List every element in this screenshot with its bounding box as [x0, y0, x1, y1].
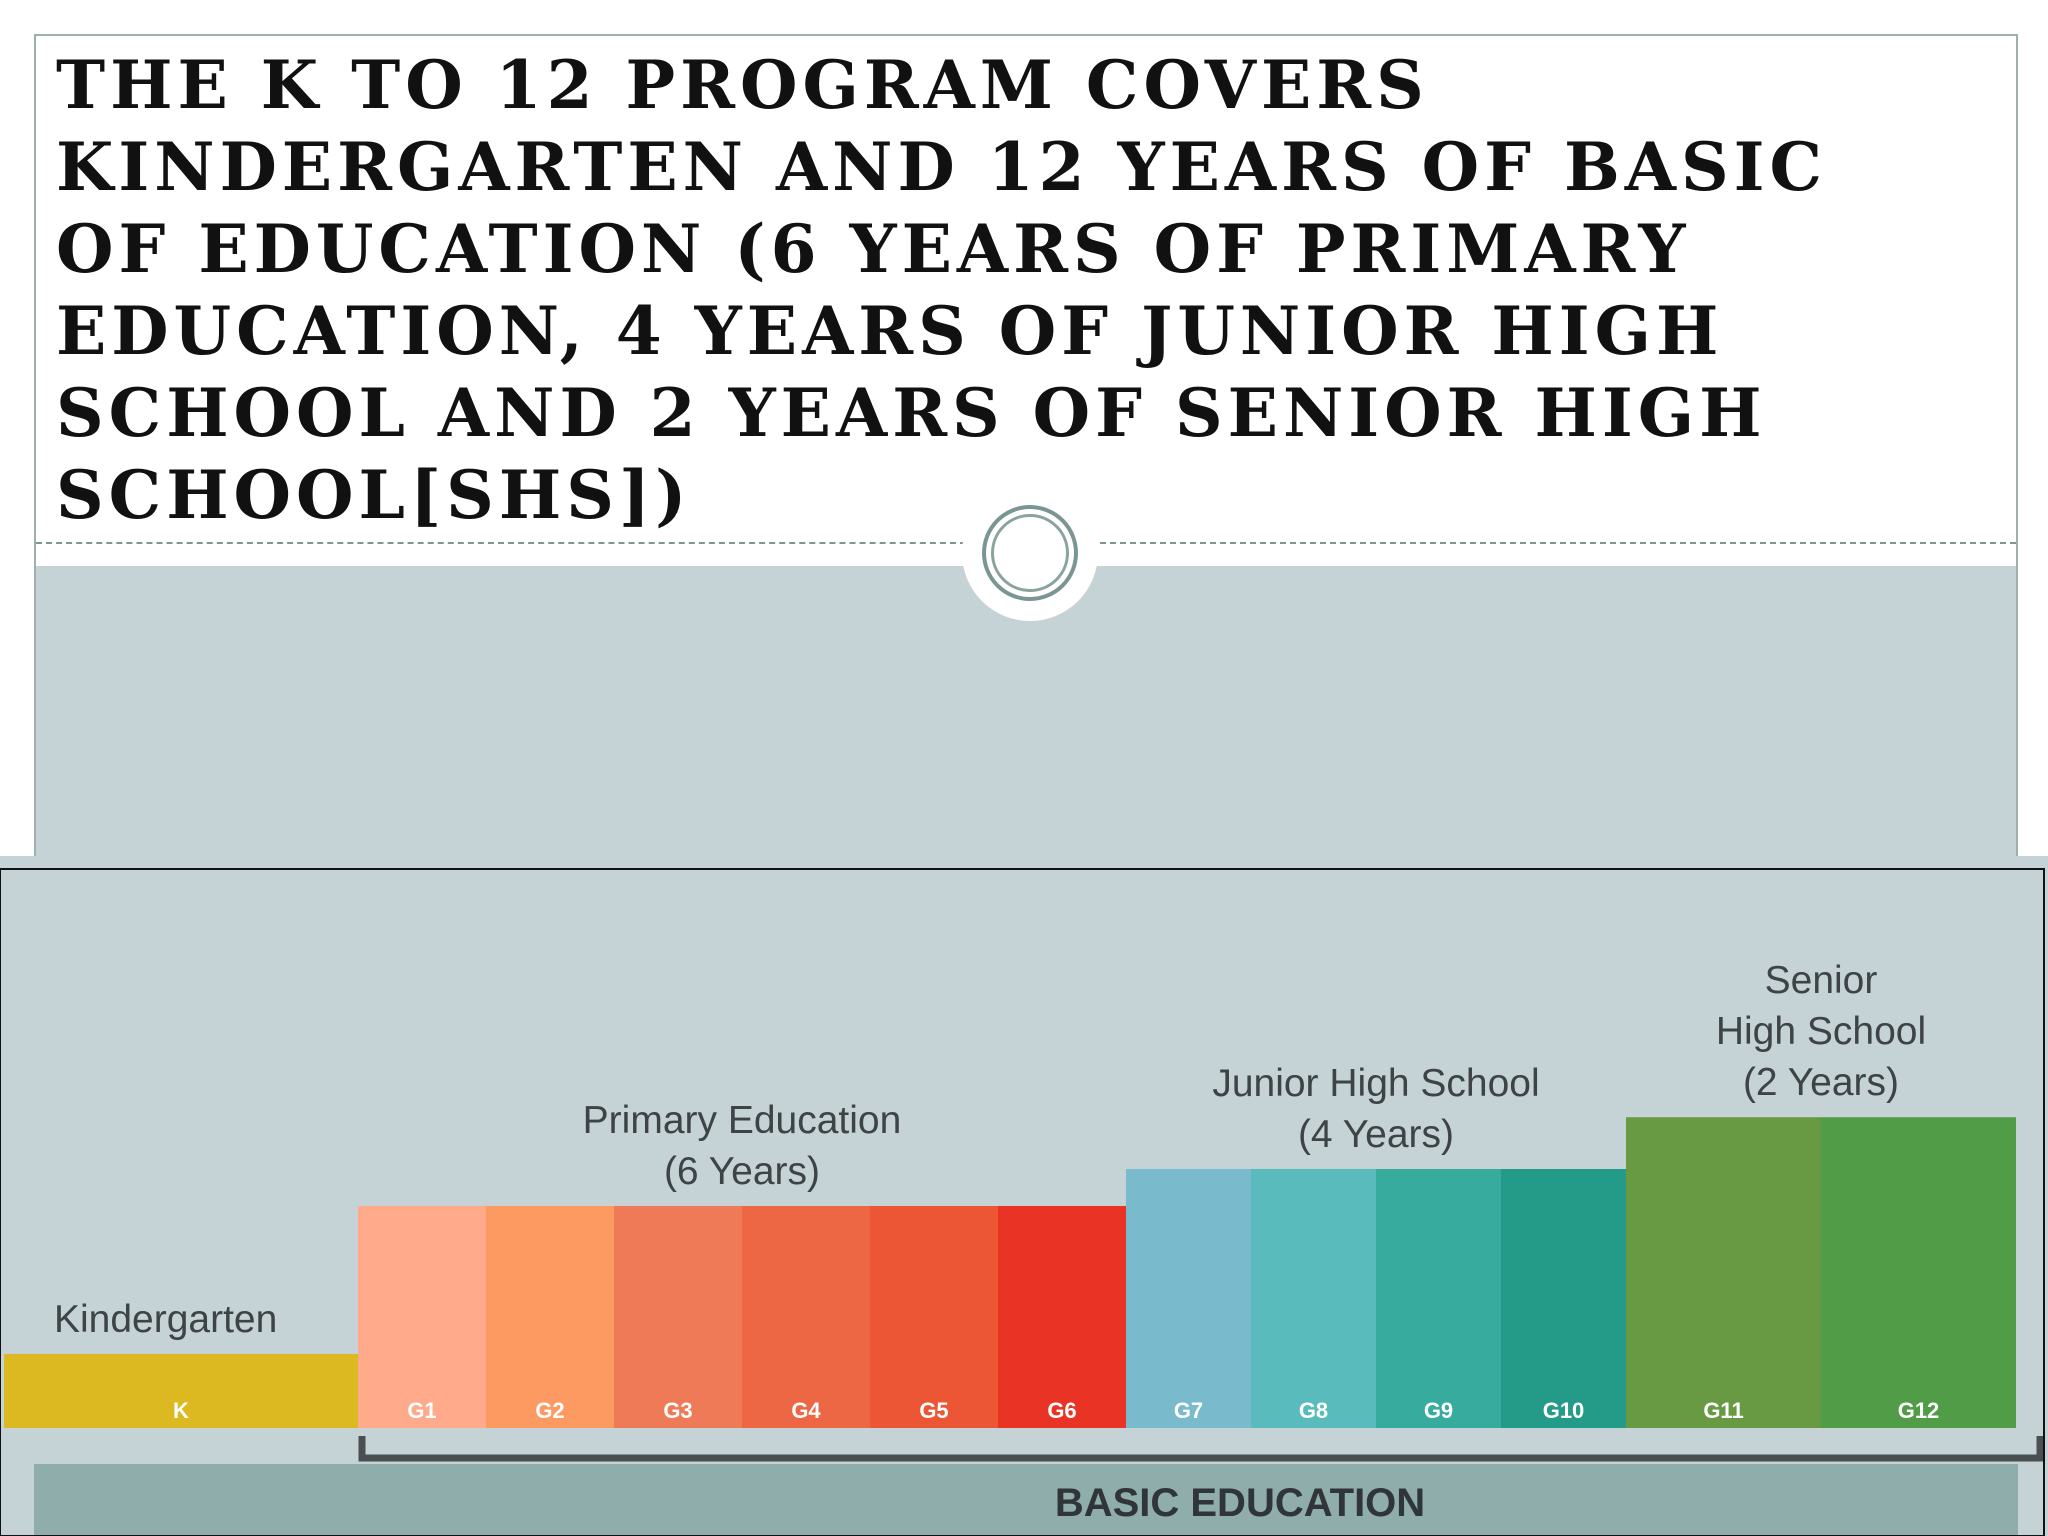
grade-bar-g9: [1376, 1169, 1501, 1428]
grade-bar-g7: [1126, 1169, 1251, 1428]
basic-education-bar: [34, 1464, 2018, 1536]
grade-label-g5: G5: [919, 1398, 948, 1423]
grade-bar-g11: [1626, 1117, 1821, 1428]
dashed-divider-left: [36, 542, 966, 544]
grade-label-g8: G8: [1299, 1398, 1328, 1423]
grade-label-g7: G7: [1174, 1398, 1203, 1423]
stage-label-senior-high-line-3: (2 Years): [1743, 1061, 1899, 1104]
grade-bar-g5: [870, 1206, 998, 1428]
grade-bar-k: [4, 1354, 358, 1428]
grade-label-g4: G4: [791, 1398, 821, 1423]
stage-label-primary-line-2: (6 Years): [664, 1150, 820, 1193]
grade-bar-g1: [358, 1206, 486, 1428]
bracket-line: [358, 1436, 2044, 1462]
circle-ornament-icon: [962, 485, 1098, 621]
stage-label-junior-high-line-2: (4 Years): [1298, 1113, 1454, 1156]
grade-bars: K G1 G2 G3 G4 G5 G6 G7 G8 G9 G10 G11 G12: [4, 1117, 2016, 1428]
stage-label-senior-high-line-1: Senior: [1765, 959, 1878, 1002]
grade-label-g1: G1: [407, 1398, 436, 1423]
grade-bar-g8: [1251, 1169, 1376, 1428]
grade-label-g9: G9: [1424, 1398, 1453, 1423]
stage-label-junior-high-line-1: Junior High School: [1212, 1062, 1539, 1105]
grade-label-g3: G3: [663, 1398, 692, 1423]
diagram-border: [0, 868, 2045, 1536]
grade-label-g10: G10: [1543, 1398, 1585, 1423]
stage-labels: Kindergarten Primary Education (6 Years) Ju…: [54, 959, 1926, 1341]
grade-bar-g12: [1821, 1117, 2016, 1428]
k12-diagram: K G1 G2 G3 G4 G5 G6 G7 G8 G9 G10 G11 G12 Kindergarte…: [0, 856, 2048, 1536]
basic-education-label: BASIC EDUCATION: [1055, 1481, 1425, 1525]
stage-label-senior-high-line-2: High School: [1716, 1010, 1926, 1053]
grade-bar-g3: [614, 1206, 742, 1428]
grade-bar-g4: [742, 1206, 870, 1428]
grade-label-k: K: [173, 1398, 189, 1423]
slide-title: The K to 12 Program covers Kindergarten …: [56, 46, 1828, 534]
dashed-divider-right: [1100, 542, 2016, 544]
grade-label-g12: G12: [1898, 1398, 1940, 1423]
grade-label-g11: G11: [1703, 1398, 1743, 1423]
stage-label-primary-line-1: Primary Education: [583, 1099, 902, 1142]
basic-education-bracket: [358, 1436, 2044, 1462]
k12-diagram-svg: K G1 G2 G3 G4 G5 G6 G7 G8 G9 G10 G11 G12 Kindergarte…: [0, 856, 2048, 1536]
grade-label-g6: G6: [1047, 1398, 1076, 1423]
grade-bar-g10: [1501, 1169, 1626, 1428]
grade-bar-g2: [486, 1206, 614, 1428]
grade-label-g2: G2: [535, 1398, 564, 1423]
grade-bar-g6: [998, 1206, 1126, 1428]
stage-label-kindergarten-line-1: Kindergarten: [54, 1298, 277, 1341]
